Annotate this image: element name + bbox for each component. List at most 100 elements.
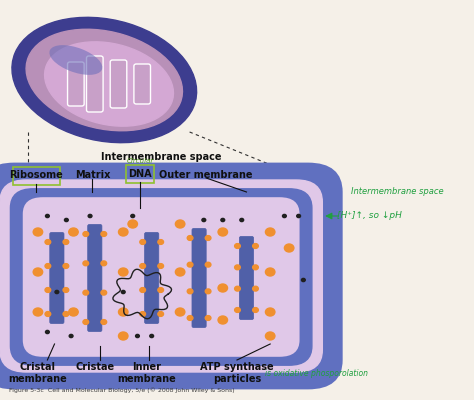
Circle shape [218,316,228,324]
Text: Outer membrane: Outer membrane [159,170,253,180]
Circle shape [235,286,240,291]
Circle shape [45,240,51,244]
Circle shape [33,268,43,276]
Circle shape [83,290,89,295]
Circle shape [235,308,240,312]
Circle shape [140,264,146,268]
Circle shape [128,220,137,228]
Text: ATP synthase
particles: ATP synthase particles [200,362,274,384]
Circle shape [33,228,43,236]
Circle shape [253,308,258,312]
FancyBboxPatch shape [110,60,127,108]
Circle shape [118,332,128,340]
Circle shape [187,236,193,240]
FancyBboxPatch shape [192,228,206,328]
Circle shape [175,220,185,228]
Circle shape [218,228,228,236]
Circle shape [45,288,51,292]
Circle shape [218,284,228,292]
Circle shape [140,240,146,244]
Circle shape [83,261,89,266]
FancyBboxPatch shape [145,232,159,324]
Circle shape [101,261,107,266]
Circle shape [63,288,69,292]
Circle shape [33,308,43,316]
Text: Intermembrane space: Intermembrane space [101,152,221,162]
FancyBboxPatch shape [0,164,341,388]
FancyBboxPatch shape [88,224,102,332]
Circle shape [158,288,164,292]
Circle shape [158,240,164,244]
FancyBboxPatch shape [10,189,312,365]
Ellipse shape [49,45,102,75]
Circle shape [284,244,294,252]
Text: Cristal
membrane: Cristal membrane [9,362,67,384]
Text: Inner
membrane: Inner membrane [118,362,176,384]
Circle shape [240,218,244,222]
Circle shape [83,232,89,236]
FancyBboxPatch shape [23,197,300,357]
Circle shape [221,218,225,222]
Circle shape [283,214,286,218]
Circle shape [55,290,59,294]
Circle shape [205,316,211,320]
Circle shape [297,214,301,218]
Circle shape [202,218,206,222]
Circle shape [83,320,89,324]
Circle shape [205,236,211,240]
Circle shape [140,288,146,292]
FancyBboxPatch shape [0,180,322,372]
Circle shape [265,332,275,340]
Circle shape [265,228,275,236]
Circle shape [46,214,49,218]
Circle shape [187,316,193,320]
FancyBboxPatch shape [134,64,151,104]
Circle shape [253,286,258,291]
Circle shape [121,290,125,294]
Circle shape [63,312,69,316]
Circle shape [69,308,78,316]
Circle shape [118,268,128,276]
Circle shape [63,240,69,244]
Circle shape [253,244,258,248]
FancyBboxPatch shape [239,236,254,320]
Ellipse shape [12,17,197,143]
Text: Cristae: Cristae [75,362,114,372]
Circle shape [101,320,107,324]
Ellipse shape [45,42,173,126]
Circle shape [150,334,154,338]
Circle shape [253,265,258,270]
Circle shape [205,289,211,294]
Circle shape [64,218,68,222]
Ellipse shape [26,29,182,131]
Circle shape [265,268,275,276]
Circle shape [158,312,164,316]
Circle shape [118,308,128,316]
Circle shape [136,334,139,338]
Circle shape [46,330,49,334]
Circle shape [45,264,51,268]
Text: Ribosome: Ribosome [9,170,63,180]
Text: DNA: DNA [128,169,152,179]
Circle shape [88,214,92,218]
Circle shape [175,308,185,316]
Circle shape [301,278,305,282]
Text: Matrix: Matrix [75,170,110,180]
Text: [H⁺]↑, so ↓pH: [H⁺]↑, so ↓pH [337,212,401,220]
Text: Circular: Circular [126,158,154,164]
Circle shape [101,232,107,236]
Text: Figure 5-3c  Cell and Molecular Biology, 5/e (© 2008 John Wiley & Sons): Figure 5-3c Cell and Molecular Biology, … [9,387,235,393]
FancyBboxPatch shape [50,232,64,324]
Circle shape [140,312,146,316]
FancyBboxPatch shape [67,62,84,106]
Circle shape [235,244,240,248]
Circle shape [175,268,185,276]
Circle shape [205,262,211,267]
Circle shape [101,290,107,295]
Circle shape [45,312,51,316]
Circle shape [235,265,240,270]
Circle shape [63,264,69,268]
Circle shape [187,262,193,267]
Circle shape [265,308,275,316]
Circle shape [131,214,135,218]
